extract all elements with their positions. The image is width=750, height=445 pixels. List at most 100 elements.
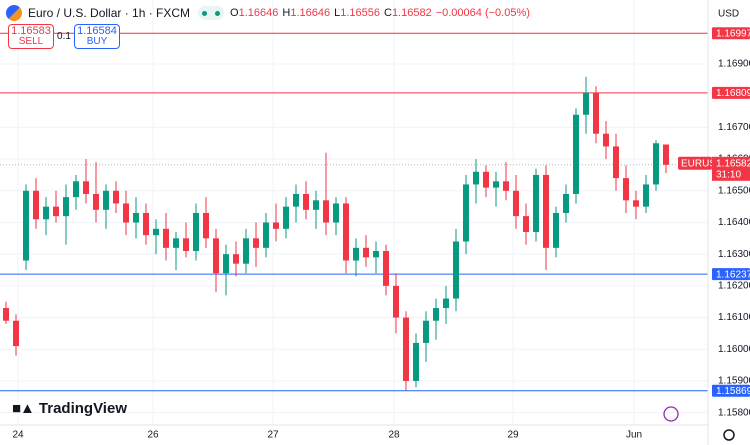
y-tick-label: 1.16500 bbox=[718, 185, 750, 196]
candle-body bbox=[193, 212, 199, 252]
ohlc-value: 1.16556 bbox=[340, 7, 380, 19]
candle-body bbox=[233, 254, 239, 264]
chart-title[interactable]: Euro / U.S. Dollar · 1h · FXCM bbox=[28, 6, 191, 20]
candle-body bbox=[73, 181, 79, 198]
ohlc-label: O bbox=[230, 7, 239, 19]
level-tag-label: 1.16809 bbox=[716, 88, 750, 99]
y-tick-label: 1.16300 bbox=[718, 249, 750, 260]
y-tick-label: 1.16200 bbox=[718, 281, 750, 292]
candle-body bbox=[203, 212, 209, 239]
price-tag-label: 1.16582 bbox=[716, 158, 750, 169]
brand-name: TradingView bbox=[38, 400, 127, 417]
brand-logo[interactable]: ■▲ TradingView bbox=[12, 400, 127, 417]
x-tick-label: Jun bbox=[626, 430, 642, 441]
ohlc-value: 1.16646 bbox=[238, 7, 279, 19]
x-tick-label: 27 bbox=[267, 430, 279, 441]
buy-price: 1.16584 bbox=[77, 25, 117, 37]
candle-body bbox=[133, 212, 139, 223]
x-tick-label: 26 bbox=[147, 430, 159, 441]
candle-body bbox=[553, 212, 559, 248]
candle-body bbox=[153, 228, 159, 236]
symbol-tag-label: EURUSD bbox=[681, 158, 723, 169]
y-tick-label: 1.16900 bbox=[718, 59, 750, 70]
candle-body bbox=[443, 298, 449, 309]
lightning-icon bbox=[663, 406, 679, 422]
ohlc-label: L bbox=[334, 7, 341, 19]
level-tag bbox=[712, 86, 750, 99]
level-tag bbox=[712, 384, 750, 397]
y-tick-label: 1.16700 bbox=[718, 122, 750, 133]
buy-label: BUY bbox=[86, 36, 108, 47]
candle-body bbox=[583, 92, 589, 115]
x-tick-label: 24 bbox=[12, 430, 24, 441]
level-tag-label: 1.15869 bbox=[716, 386, 750, 397]
change: −0.00064 (−0.05%) bbox=[435, 7, 530, 19]
candle-body bbox=[433, 308, 439, 321]
candle-body bbox=[543, 174, 549, 248]
candle-body bbox=[43, 206, 49, 220]
symbol-tag bbox=[678, 156, 712, 170]
candle-body bbox=[503, 181, 509, 191]
buy-button[interactable]: 1.16584 BUY bbox=[74, 24, 120, 49]
y-tick-label: 1.15800 bbox=[718, 407, 750, 418]
candle-body bbox=[83, 181, 89, 194]
x-tick-label: 28 bbox=[388, 430, 400, 441]
countdown: 31:10 bbox=[716, 169, 741, 180]
candle-body bbox=[613, 146, 619, 179]
sell-label: SELL bbox=[18, 36, 44, 47]
ohlc-value: 1.16646 bbox=[290, 7, 331, 19]
ohlc-label: H bbox=[282, 7, 291, 19]
candle-body bbox=[493, 181, 499, 188]
candle-body bbox=[53, 206, 59, 217]
candle-body bbox=[633, 200, 639, 207]
candle-body bbox=[333, 203, 339, 223]
candle-body bbox=[293, 193, 299, 207]
candle-body bbox=[343, 203, 349, 261]
level-tag-label: 1.16237 bbox=[716, 269, 750, 280]
candle-body bbox=[13, 320, 19, 347]
y-tick-label: 1.16100 bbox=[718, 312, 750, 323]
candle-body bbox=[323, 200, 329, 223]
candle-body bbox=[313, 200, 319, 210]
settings-icon bbox=[723, 429, 735, 441]
candle-body bbox=[143, 212, 149, 236]
candle-body bbox=[273, 222, 279, 229]
candle-body bbox=[593, 92, 599, 134]
candle-body bbox=[513, 190, 519, 217]
candle-body bbox=[23, 190, 29, 261]
candle-body bbox=[453, 241, 459, 299]
ohlc-value: 1.16582 bbox=[391, 7, 432, 19]
candle-body bbox=[3, 308, 9, 321]
candle-body bbox=[33, 190, 39, 220]
candle-body bbox=[183, 238, 189, 252]
candle-body bbox=[103, 190, 109, 210]
sell-button[interactable]: 1.16583 SELL bbox=[8, 24, 54, 49]
candle-body bbox=[283, 206, 289, 229]
candle-body bbox=[363, 247, 369, 258]
candle-body bbox=[253, 238, 259, 248]
time-axis bbox=[0, 425, 708, 445]
price-tag bbox=[712, 156, 750, 181]
level-tag bbox=[712, 268, 750, 281]
candle-body bbox=[223, 254, 229, 274]
sell-price: 1.16583 bbox=[11, 25, 51, 37]
candle-body bbox=[413, 342, 419, 381]
candle-body bbox=[423, 320, 429, 343]
status-pill[interactable] bbox=[198, 6, 225, 20]
y-tick-label: 1.16000 bbox=[718, 344, 750, 355]
symbol-icon bbox=[6, 5, 22, 21]
level-tag bbox=[712, 27, 750, 40]
candle-body bbox=[523, 216, 529, 232]
candle-body bbox=[573, 114, 579, 194]
spread: 0.1 bbox=[57, 31, 71, 42]
chart-header: Euro / U.S. Dollar · 1h · FXCM O1.16646 H… bbox=[6, 5, 534, 21]
candle-body bbox=[303, 193, 309, 210]
candle-body bbox=[643, 184, 649, 207]
candle-body bbox=[393, 285, 399, 318]
y-tick-label: 1.16400 bbox=[718, 217, 750, 228]
candle-body bbox=[663, 144, 669, 165]
candle-body bbox=[63, 197, 69, 217]
candle-body bbox=[623, 178, 629, 201]
